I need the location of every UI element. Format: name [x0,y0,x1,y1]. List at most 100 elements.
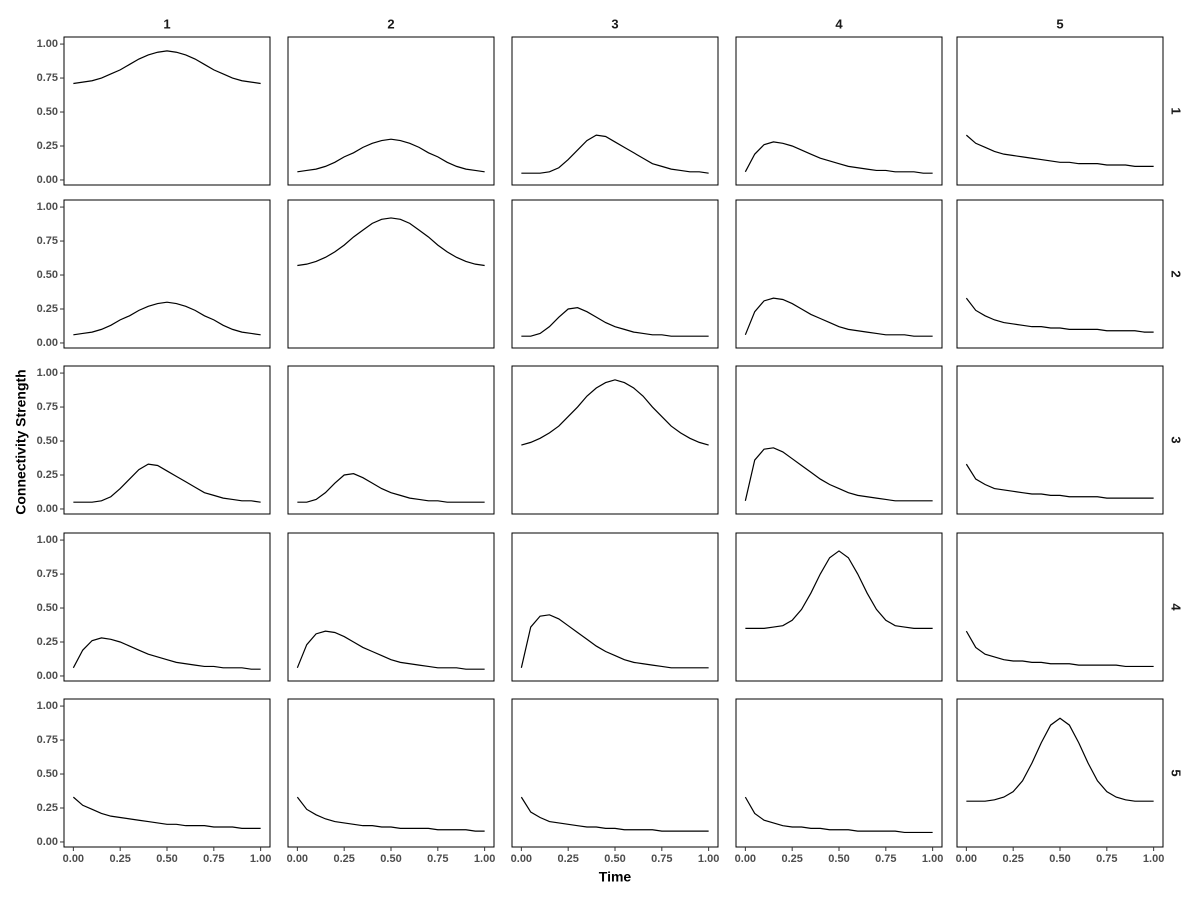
line [965,297,1154,333]
line [745,550,933,629]
line [521,379,709,446]
line [73,50,261,85]
line [73,463,261,503]
panel [511,698,719,848]
line [744,796,933,834]
y-tick-label: 0.75 [37,72,58,84]
panel [735,532,943,682]
x-axis-title: Time [599,869,632,885]
x-tick-label: 0.25 [1002,853,1023,865]
y-tick-label: 1.00 [37,534,58,546]
row-strip-label: 2 [1169,270,1184,277]
row-strip-label: 5 [1169,769,1184,776]
x-tick-label: 0.00 [287,853,308,865]
x-tick-label: 0.75 [427,853,448,865]
y-tick-label: 0.00 [37,836,58,848]
y-tick-label: 0.75 [37,235,58,247]
y-tick-label: 0.00 [37,503,58,515]
panel [511,36,719,186]
column-strip-label: 1 [163,16,170,31]
line [297,217,485,267]
panel [287,532,495,682]
line [965,463,1154,499]
line [297,473,485,503]
x-tick-label: 0.25 [781,853,802,865]
line [521,134,709,174]
y-tick-label: 1.00 [37,367,58,379]
panel [511,532,719,682]
x-tick-label: 0.25 [109,853,130,865]
column-strip-label: 2 [387,16,394,31]
line [72,637,261,670]
y-tick-label: 1.00 [37,700,58,712]
line [296,630,485,670]
y-tick-label: 0.50 [37,768,58,780]
row-strip-label: 4 [1169,603,1184,611]
x-tick-label: 0.25 [557,853,578,865]
panel [63,532,271,682]
panel [956,36,1164,186]
x-tick-label: 1.00 [474,853,495,865]
panel [63,698,271,848]
y-tick-label: 0.25 [37,303,58,315]
y-tick-label: 0.50 [37,269,58,281]
x-tick-label: 0.00 [956,853,977,865]
y-tick-label: 0.25 [37,469,58,481]
panel [63,36,271,186]
panel [63,199,271,349]
x-tick-label: 0.75 [203,853,224,865]
x-tick-label: 1.00 [1143,853,1164,865]
line [73,301,261,336]
line [520,614,709,669]
y-tick-label: 0.50 [37,602,58,614]
line [521,307,709,337]
y-tick-label: 0.25 [37,802,58,814]
row-strip-label: 1 [1169,107,1184,114]
line [965,630,1154,668]
x-tick-label: 0.75 [875,853,896,865]
line [744,447,933,502]
y-tick-label: 0.75 [37,734,58,746]
panel [956,532,1164,682]
column-strip-label: 5 [1056,16,1063,31]
panel [735,36,943,186]
y-tick-label: 0.00 [37,174,58,186]
panel [287,36,495,186]
x-tick-label: 0.50 [1049,853,1070,865]
row-strip-label: 3 [1169,436,1184,443]
x-tick-label: 0.00 [511,853,532,865]
panel [511,365,719,515]
line [744,297,933,337]
x-tick-label: 0.50 [156,853,177,865]
y-tick-label: 0.00 [37,337,58,349]
column-strip-label: 4 [835,16,843,31]
x-tick-label: 0.75 [651,853,672,865]
line [520,796,709,832]
y-tick-label: 0.00 [37,670,58,682]
panel [956,698,1164,848]
y-tick-label: 0.50 [37,435,58,447]
y-tick-label: 1.00 [37,38,58,50]
y-tick-label: 0.50 [37,106,58,118]
x-tick-label: 0.25 [333,853,354,865]
panel [735,698,943,848]
panel [735,365,943,515]
x-tick-label: 1.00 [698,853,719,865]
panel [287,698,495,848]
y-tick-label: 1.00 [37,201,58,213]
panel [956,199,1164,349]
column-strip-label: 3 [611,16,618,31]
panel [287,365,495,515]
line [297,138,485,173]
y-axis-title: Connectivity Strength [13,369,29,514]
line [296,796,485,832]
panel [735,199,943,349]
y-tick-label: 0.75 [37,568,58,580]
y-tick-label: 0.25 [37,636,58,648]
y-tick-label: 0.25 [37,140,58,152]
x-tick-label: 0.75 [1096,853,1117,865]
x-tick-label: 0.00 [735,853,756,865]
y-tick-label: 0.75 [37,401,58,413]
x-tick-label: 1.00 [250,853,271,865]
